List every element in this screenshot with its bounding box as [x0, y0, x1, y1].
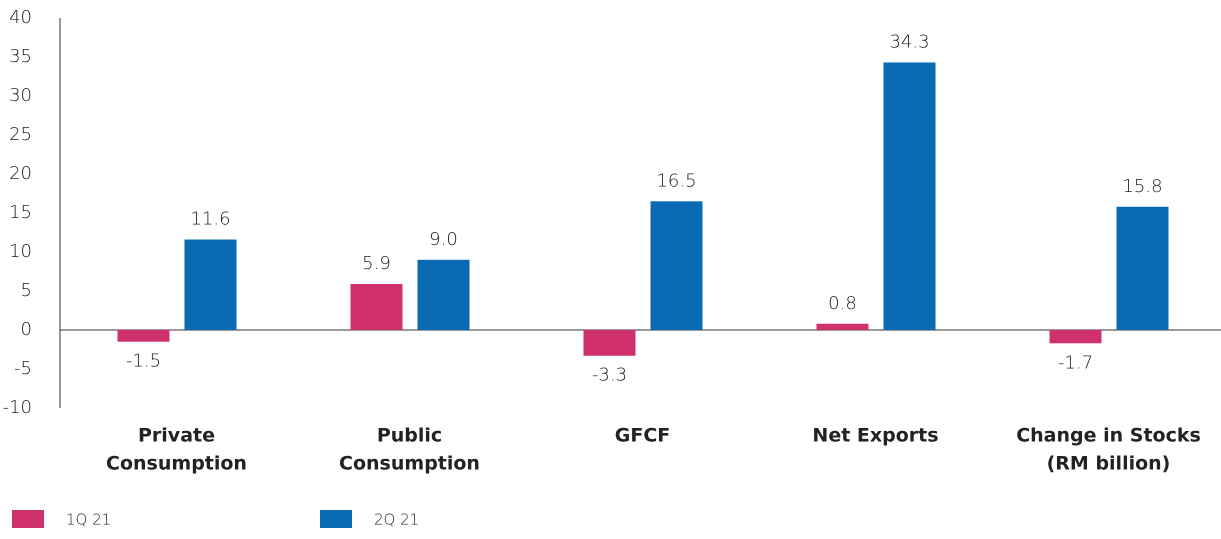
bar	[583, 330, 636, 356]
y-tick-label: -5	[14, 358, 32, 379]
y-tick-label: 5	[21, 280, 32, 301]
x-tick-label: GFCF	[615, 425, 671, 447]
y-tick-label: 35	[9, 46, 32, 67]
x-tick-label: Private	[138, 425, 215, 447]
x-tick-label: Net Exports	[812, 425, 938, 447]
x-tick-label: Public	[377, 425, 442, 447]
data-label: 34.3	[889, 31, 929, 52]
data-label: -1.5	[126, 351, 161, 372]
data-label: 16.5	[656, 170, 696, 191]
x-tick-label: Consumption	[106, 453, 247, 475]
legend-label: 1Q 21	[66, 511, 111, 529]
data-label: 5.9	[362, 253, 391, 274]
legend-label: 2Q 21	[374, 511, 419, 529]
data-label: 9.0	[429, 229, 458, 250]
x-tick-label: Consumption	[339, 453, 480, 475]
y-tick-label: 30	[9, 85, 32, 106]
data-label: 15.8	[1122, 176, 1162, 197]
data-label: 0.8	[828, 293, 857, 314]
bar	[816, 323, 869, 330]
y-tick-label: 10	[9, 241, 32, 262]
legend-swatch	[320, 510, 352, 528]
legend-swatch	[12, 510, 44, 528]
bar	[350, 283, 403, 330]
bar	[883, 62, 936, 331]
y-tick-label: 25	[9, 124, 32, 145]
bar	[117, 330, 170, 342]
bar	[1116, 206, 1169, 330]
y-tick-label: 40	[9, 7, 32, 28]
x-tick-label: (RM billion)	[1047, 453, 1171, 475]
data-label: -3.3	[592, 365, 627, 386]
data-label: 11.6	[190, 209, 230, 230]
bar	[184, 239, 237, 330]
y-tick-label: 20	[9, 163, 32, 184]
y-tick-label: 15	[9, 202, 32, 223]
bar	[1049, 330, 1102, 344]
x-tick-label: Change in Stocks	[1016, 425, 1201, 447]
data-label: -1.7	[1058, 352, 1093, 373]
y-tick-label: 0	[21, 319, 32, 340]
bar	[650, 201, 703, 330]
y-tick-label: -10	[3, 397, 32, 418]
bar	[417, 259, 470, 330]
